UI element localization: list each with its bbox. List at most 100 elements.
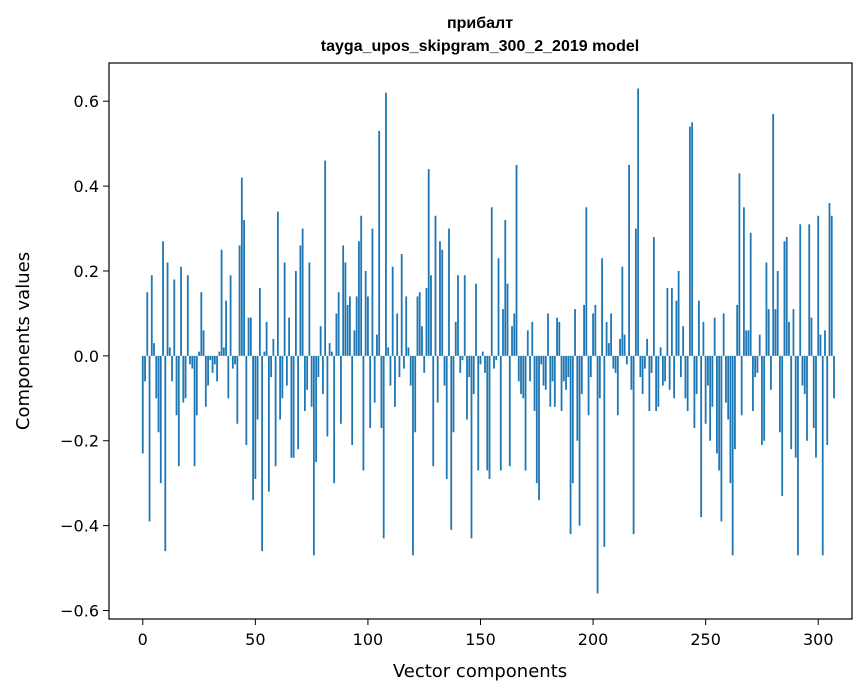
bar-89 (342, 245, 345, 356)
bar-244 (691, 122, 694, 356)
bar-58 (272, 338, 275, 356)
y-tick-label: −0.6 (60, 602, 99, 621)
bar-199 (589, 355, 592, 378)
bar-297 (810, 317, 813, 356)
bar-87 (337, 292, 340, 356)
bar-85 (333, 355, 336, 484)
bar-7 (157, 355, 160, 433)
bar-144 (466, 355, 468, 420)
bar-107 (382, 355, 385, 539)
bar-106 (380, 355, 383, 428)
bar-287 (788, 321, 790, 356)
bar-194 (578, 355, 581, 526)
bar-138 (452, 355, 455, 433)
bar-30 (209, 355, 212, 361)
bar-139 (454, 321, 457, 356)
bar-92 (349, 296, 351, 356)
bar-228 (655, 355, 658, 412)
bar-257 (720, 355, 723, 522)
y-tick-label: 0.0 (74, 347, 99, 366)
bar-117 (405, 296, 408, 356)
bar-141 (459, 355, 462, 373)
bar-184 (556, 317, 558, 356)
bar-53 (261, 355, 263, 552)
bar-13 (171, 355, 173, 382)
bar-63 (283, 262, 286, 356)
bar-152 (484, 355, 486, 373)
bar-220 (637, 88, 640, 356)
bar-292 (799, 224, 802, 356)
bar-0 (141, 355, 144, 454)
bar-251 (707, 355, 709, 386)
bar-46 (245, 355, 248, 445)
bar-18 (182, 355, 185, 403)
bar-260 (727, 355, 730, 420)
bar-289 (792, 309, 795, 356)
bar-227 (652, 237, 655, 356)
bar-127 (427, 169, 430, 356)
bar-158 (497, 258, 500, 356)
bar-72 (303, 355, 306, 412)
bar-282 (776, 270, 779, 356)
bar-166 (515, 164, 518, 356)
bar-286 (785, 237, 788, 356)
bar-26 (200, 292, 203, 356)
bar-129 (432, 355, 435, 467)
bar-205 (603, 355, 606, 547)
bar-54 (263, 351, 266, 356)
bar-77 (315, 355, 318, 462)
bar-143 (463, 275, 466, 356)
bar-181 (549, 355, 552, 407)
bar-128 (430, 275, 432, 356)
bar-131 (436, 355, 439, 403)
bar-164 (511, 326, 513, 356)
x-ticks-group: 0 50 100 150 200 250 300 (138, 619, 834, 649)
bar-213 (621, 266, 624, 356)
bar-306 (830, 215, 833, 356)
bar-45 (243, 220, 245, 356)
y-axis-label: Components values (13, 252, 34, 430)
bar-59 (274, 355, 277, 467)
bar-263 (734, 355, 736, 450)
bar-295 (806, 355, 808, 441)
bar-71 (301, 228, 304, 356)
bar-208 (610, 313, 612, 356)
bar-28 (204, 355, 207, 407)
bar-150 (479, 355, 482, 365)
bar-11 (166, 262, 169, 356)
bar-176 (538, 355, 540, 501)
bar-299 (815, 355, 817, 458)
bar-240 (682, 326, 685, 356)
bar-94 (353, 330, 356, 356)
bar-121 (414, 355, 417, 433)
bar-255 (716, 355, 718, 454)
bar-125 (423, 355, 426, 373)
bar-21 (189, 355, 191, 365)
bar-49 (252, 355, 254, 501)
bar-156 (493, 355, 495, 369)
bar-253 (711, 355, 714, 407)
bar-123 (418, 292, 421, 356)
x-tick-label: 50 (245, 630, 265, 649)
bar-104 (376, 334, 378, 356)
bar-52 (258, 287, 261, 356)
bar-270 (749, 232, 752, 356)
x-tick-label: 250 (690, 630, 721, 649)
y-tick-label: 0.4 (74, 177, 99, 196)
bar-36 (222, 347, 225, 356)
bar-245 (693, 355, 696, 428)
bar-177 (540, 355, 543, 365)
bar-222 (641, 355, 644, 395)
bar-161 (504, 220, 507, 356)
bar-91 (346, 304, 349, 356)
bar-132 (439, 241, 441, 356)
bar-98 (362, 355, 365, 471)
bar-23 (193, 355, 196, 467)
bar-171 (526, 330, 529, 356)
bar-97 (360, 215, 363, 356)
bar-179 (544, 355, 547, 390)
bar-149 (477, 355, 480, 471)
bar-231 (661, 355, 664, 386)
bar-157 (495, 355, 498, 361)
bar-4 (150, 275, 153, 356)
